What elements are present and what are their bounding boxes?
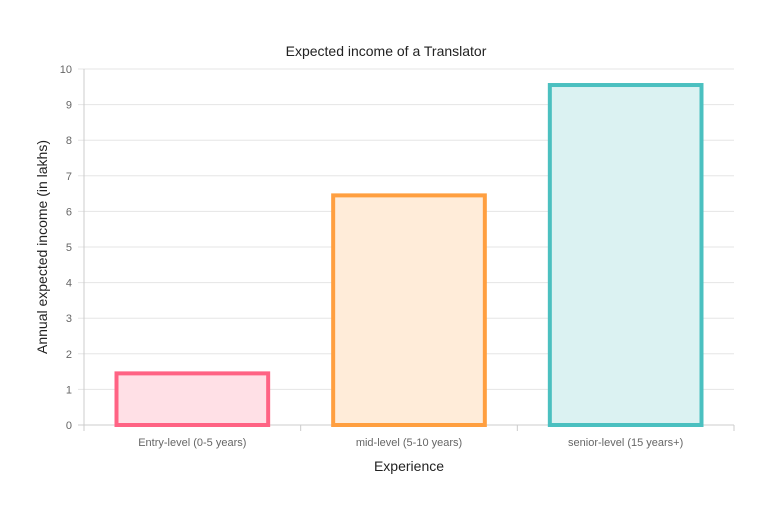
y-tick-label: 10 (60, 64, 72, 76)
y-tick-label: 9 (66, 100, 72, 112)
y-tick-label: 8 (66, 135, 72, 147)
y-tick-label: 6 (66, 206, 72, 218)
y-tick-label: 5 (66, 242, 72, 254)
y-axis-title: Annual expected income (in lakhs) (34, 140, 50, 354)
x-tick-label: mid-level (5-10 years) (356, 437, 462, 449)
bars (114, 83, 704, 428)
x-tick-label: Entry-level (0-5 years) (138, 437, 246, 449)
x-tick-label: senior-level (15 years+) (568, 437, 683, 449)
bar-2 (331, 193, 487, 427)
y-tick-label: 7 (66, 171, 72, 183)
bar-3 (547, 83, 704, 428)
y-tick-label: 4 (66, 278, 72, 290)
y-tick-label: 1 (66, 384, 72, 396)
x-axis-title: Experience (374, 458, 444, 474)
y-axis-ticks: 0 1 2 3 4 5 6 7 8 9 10 (60, 64, 72, 432)
x-axis-ticks: Entry-level (0-5 years) mid-level (5-10 y… (83, 425, 735, 449)
y-tick-label: 2 (66, 349, 72, 361)
y-tick-label: 3 (66, 313, 72, 325)
y-tick-label: 0 (66, 420, 72, 432)
chart-title: Expected income of a Translator (286, 43, 487, 59)
bar-1 (114, 371, 271, 428)
